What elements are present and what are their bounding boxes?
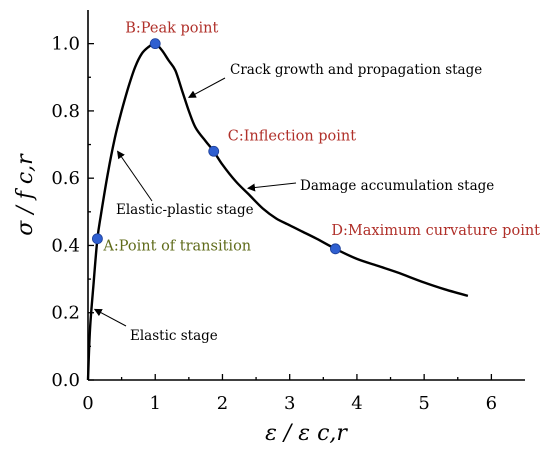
x-ticks: 0 1 2 3 4 5 6 [82,374,497,414]
stage-label: Damage accumulation stage [300,178,494,194]
x-tick-label: 2 [217,393,228,414]
stage-arrows [93,77,297,327]
key-point-label: B:Peak point [125,21,218,37]
plot-area [87,10,525,381]
key-point-label: D:Maximum curvature point [331,223,540,239]
y-axis-title: σ / f c,r [13,153,38,236]
annotation-labels: A:Point of transition B:Peak point C:Infle… [102,21,540,344]
x-tick-label: 0 [82,393,93,414]
y-tick-label: 0.6 [51,168,80,189]
x-tick-label: 1 [150,393,161,414]
y-tick-label: 0.8 [51,101,80,122]
y-tick-label: 1.0 [51,34,80,55]
x-tick-label: 3 [284,393,295,414]
stage-arrow [247,182,297,192]
stage-arrow [187,77,226,98]
stage-arrow [93,308,127,327]
key-point-marker [149,38,161,50]
y-tick-label: 0.4 [51,235,80,256]
key-point-marker [208,145,220,157]
key-point-marker [92,233,103,245]
key-point-label: C:Inflection point [228,128,357,144]
key-point-marker [330,243,341,255]
x-axis-title: ε / ε c,r [265,421,348,446]
stage-label: Crack growth and propagation stage [230,62,482,78]
stage-label: Elastic-plastic stage [116,202,254,218]
x-tick-label: 4 [351,393,362,414]
x-tick-label: 5 [418,393,429,414]
x-tick-label: 6 [486,393,497,414]
key-point-markers [92,38,341,255]
y-ticks: 0.0 0.2 0.4 0.6 0.8 1.0 [51,34,94,391]
key-point-label: A:Point of transition [102,239,251,255]
y-tick-label: 0.0 [51,370,80,391]
stage-arrow [117,150,153,202]
y-tick-label: 0.2 [51,303,80,324]
stage-label: Elastic stage [130,328,218,344]
